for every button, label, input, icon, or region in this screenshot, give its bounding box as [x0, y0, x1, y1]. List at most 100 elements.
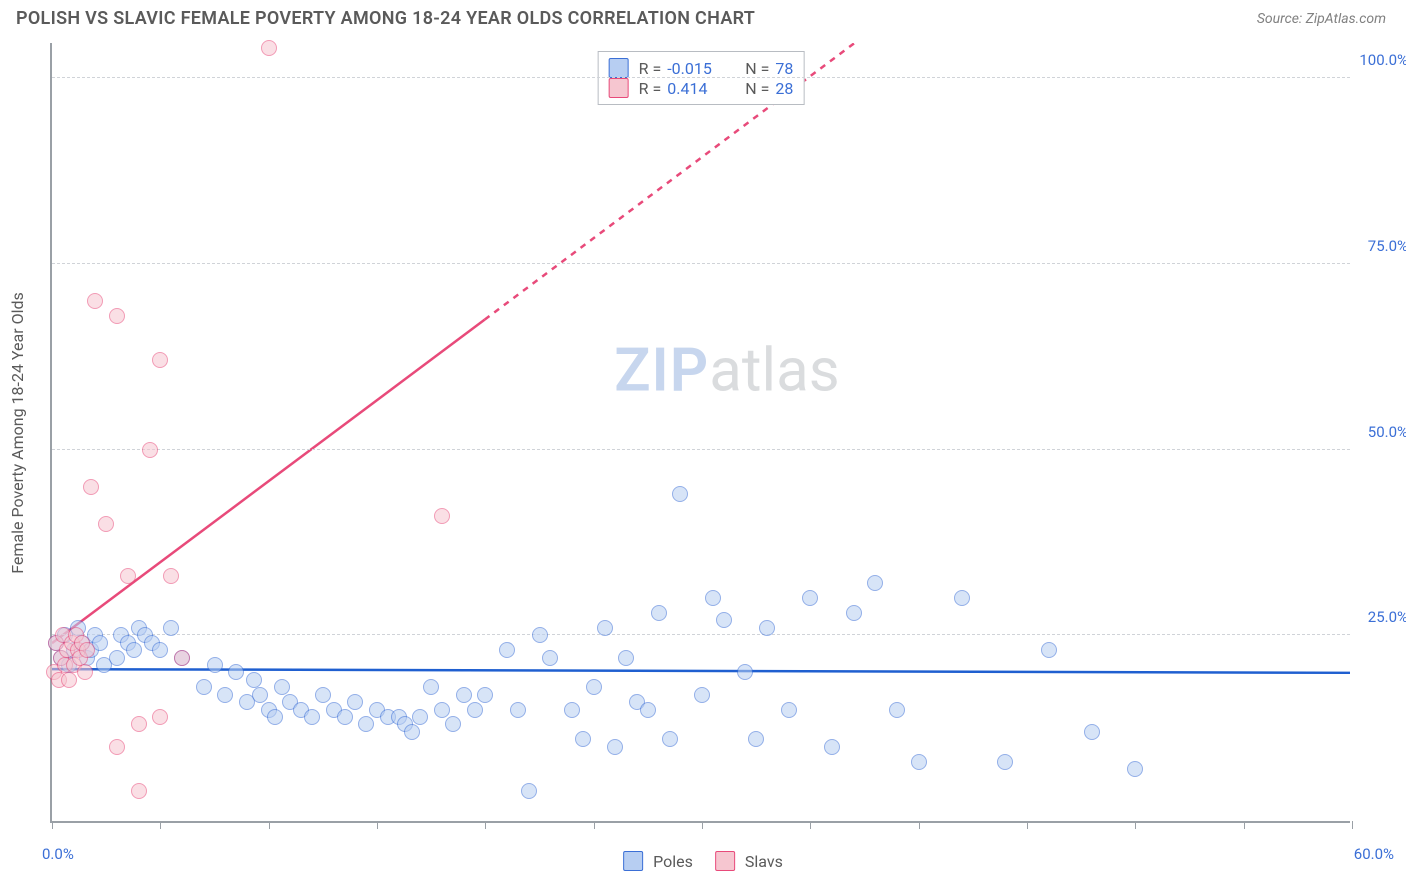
stat-n-label: N = [745, 79, 769, 98]
x-tick [52, 821, 53, 829]
scatter-point [705, 590, 721, 606]
scatter-point [246, 672, 262, 688]
y-tick-label: 75.0% [1368, 237, 1406, 255]
scatter-point [1041, 642, 1057, 658]
scatter-point [267, 709, 283, 725]
scatter-point [911, 754, 927, 770]
stat-r-value: 0.414 [667, 79, 725, 98]
scatter-point [716, 612, 732, 628]
scatter-point [997, 754, 1013, 770]
legend-item: Slavs [715, 851, 783, 871]
source-prefix: Source: [1257, 11, 1306, 27]
scatter-point [445, 716, 461, 732]
scatter-point [499, 642, 515, 658]
scatter-point [109, 739, 125, 755]
scatter-point [152, 709, 168, 725]
stat-r-value: -0.015 [667, 59, 725, 78]
scatter-point [802, 590, 818, 606]
legend-label: Slavs [745, 852, 783, 871]
scatter-point [196, 679, 212, 695]
scatter-point [434, 508, 450, 524]
gridline-h [52, 77, 1350, 78]
stat-r-label: R = [639, 79, 662, 98]
scatter-point [77, 664, 93, 680]
gridline-h [52, 449, 1350, 450]
scatter-point [640, 702, 656, 718]
scatter-point [152, 352, 168, 368]
y-tick-label: 100.0% [1359, 51, 1406, 69]
watermark-zip: ZIP [614, 334, 709, 405]
plot-area: ZIPatlas R = -0.015 N = 78 R = 0.414 N = 28… [50, 43, 1350, 823]
scatter-point [142, 442, 158, 458]
stat-r-label: R = [639, 59, 662, 78]
scatter-point [1127, 761, 1143, 777]
gridline-h [52, 634, 1350, 635]
legend-swatch [715, 851, 735, 871]
scatter-point [79, 642, 95, 658]
legend-swatch [609, 58, 629, 78]
scatter-point [521, 783, 537, 799]
x-axis-max-label: 60.0% [1354, 845, 1394, 863]
scatter-point [737, 664, 753, 680]
scatter-point [564, 702, 580, 718]
gridline-h [52, 263, 1350, 264]
scatter-point [252, 687, 268, 703]
scatter-point [607, 739, 623, 755]
watermark-atlas: atlas [709, 334, 839, 405]
stats-row: R = -0.015 N = 78 [609, 58, 794, 78]
x-tick [702, 821, 703, 829]
scatter-point [126, 642, 142, 658]
scatter-point [83, 479, 99, 495]
scatter-point [404, 724, 420, 740]
scatter-point [477, 687, 493, 703]
scatter-point [618, 650, 634, 666]
stat-n-label: N = [745, 59, 769, 78]
scatter-point [867, 575, 883, 591]
x-tick [377, 821, 378, 829]
x-tick [160, 821, 161, 829]
scatter-point [672, 486, 688, 502]
scatter-point [261, 40, 277, 56]
scatter-point [532, 627, 548, 643]
source-name: ZipAtlas.com [1306, 11, 1386, 27]
scatter-point [87, 293, 103, 309]
chart-header: POLISH VS SLAVIC FEMALE POVERTY AMONG 18… [0, 0, 1406, 33]
scatter-point [662, 731, 678, 747]
y-axis-title: Female Poverty Among 18-24 Year Olds [8, 292, 27, 574]
stat-n-value: 28 [775, 79, 793, 98]
scatter-point [274, 679, 290, 695]
scatter-point [467, 702, 483, 718]
x-tick [1244, 821, 1245, 829]
scatter-point [510, 702, 526, 718]
scatter-point [759, 620, 775, 636]
scatter-point [954, 590, 970, 606]
scatter-point [131, 783, 147, 799]
watermark: ZIPatlas [614, 334, 840, 405]
chart-title: POLISH VS SLAVIC FEMALE POVERTY AMONG 18… [16, 8, 755, 29]
scatter-point [1084, 724, 1100, 740]
scatter-point [109, 650, 125, 666]
y-tick-label: 50.0% [1368, 423, 1406, 441]
stat-n-value: 78 [775, 59, 793, 78]
scatter-point [207, 657, 223, 673]
x-tick [1027, 821, 1028, 829]
scatter-point [824, 739, 840, 755]
scatter-point [694, 687, 710, 703]
x-tick [1135, 821, 1136, 829]
scatter-point [61, 672, 77, 688]
x-tick [810, 821, 811, 829]
scatter-point [748, 731, 764, 747]
scatter-point [174, 650, 190, 666]
scatter-point [347, 694, 363, 710]
x-tick [1352, 821, 1353, 829]
legend-label: Poles [653, 852, 693, 871]
scatter-point [98, 516, 114, 532]
scatter-point [586, 679, 602, 695]
legend-swatch [623, 851, 643, 871]
x-axis-min-label: 0.0% [42, 845, 74, 863]
scatter-point [412, 709, 428, 725]
chart-source: Source: ZipAtlas.com [1257, 11, 1386, 27]
legend-swatch [609, 78, 629, 98]
scatter-point [109, 308, 125, 324]
scatter-point [889, 702, 905, 718]
